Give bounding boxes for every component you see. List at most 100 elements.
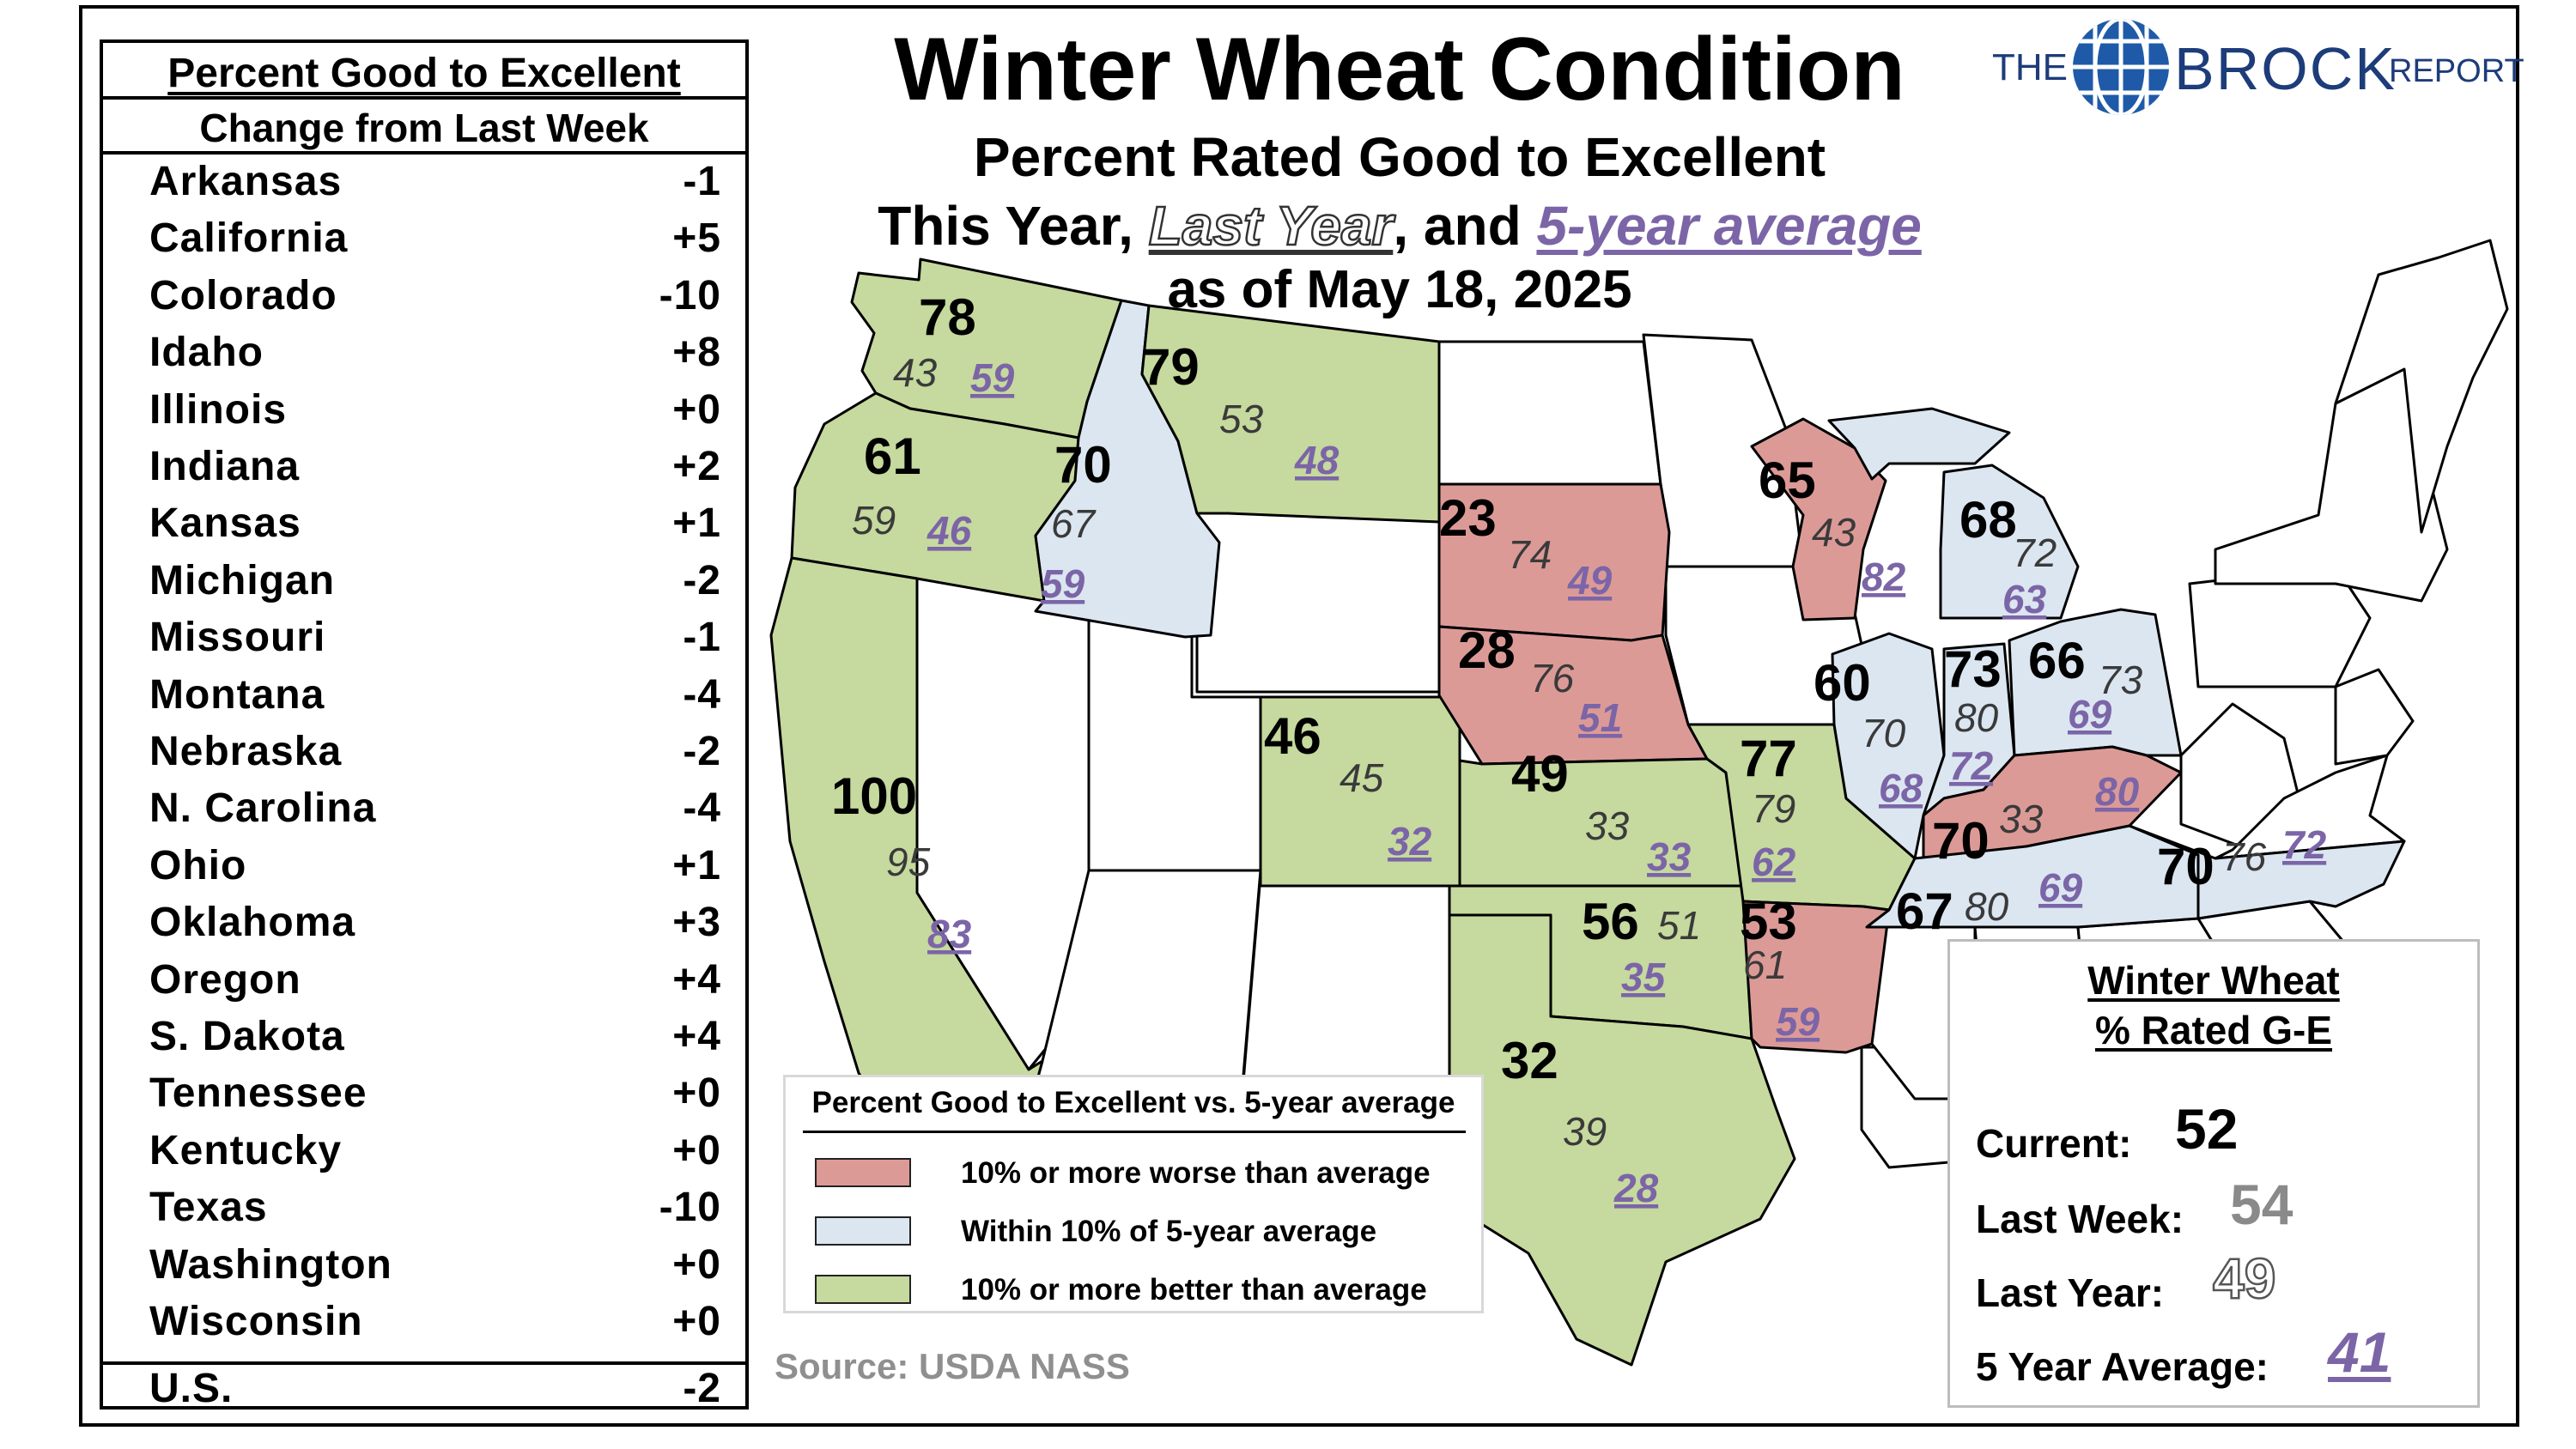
state-idaho-last-year-value: 67 — [1051, 501, 1097, 546]
as-of-date: as of May 18, 2025 — [1167, 260, 1632, 319]
change-row: Oklahoma +3 — [103, 899, 745, 955]
change-row-value: -1 — [683, 615, 721, 661]
panel-divider-total — [103, 1361, 745, 1365]
summary-avg-label: 5 Year Average: — [1976, 1344, 2269, 1389]
state-kansas-last-year-value: 33 — [1585, 803, 1630, 848]
series-key-prefix: This Year, — [878, 195, 1149, 257]
series-key-last-year: Last Year — [1147, 194, 1394, 258]
state-north-dakota — [1437, 340, 1662, 486]
state-oklahoma-five-year-value: 35 — [1621, 955, 1667, 999]
change-row-value: -2 — [683, 729, 721, 774]
panel-header-subtitle: Change from Last Week — [199, 106, 649, 150]
state-kentucky-current-value: 70 — [1932, 812, 1990, 870]
change-row-value: +0 — [672, 1241, 721, 1288]
change-row-state: Oregon — [149, 956, 301, 1003]
state-north-carolina-five-year-value: 72 — [2282, 822, 2327, 867]
state-wyoming — [1195, 512, 1441, 694]
state-oregon-five-year-value: 46 — [927, 508, 972, 553]
state-wisconsin-last-year-value: 43 — [1812, 510, 1856, 555]
state-texas-five-year-value: 28 — [1613, 1166, 1659, 1210]
change-row-state: Ohio — [149, 842, 247, 888]
summary-avg-value: 41 — [2328, 1320, 2391, 1384]
state-tennessee-current-value: 67 — [1896, 882, 1953, 940]
legend-label-worse: 10% or more worse than average — [961, 1156, 1431, 1190]
change-row: Colorado -10 — [103, 272, 745, 329]
state-wisconsin — [1750, 417, 1887, 621]
state-oklahoma-last-year-value: 51 — [1657, 903, 1701, 948]
change-row-state: Michigan — [149, 557, 336, 603]
change-row: Illinois +0 — [103, 386, 745, 443]
legend-swatch-better — [815, 1275, 911, 1304]
change-row: Oregon +4 — [103, 956, 745, 1013]
change-row-value: -4 — [683, 671, 721, 718]
state-south-dakota-last-year-value: 74 — [1508, 532, 1552, 577]
change-row: Ohio +1 — [103, 842, 745, 899]
series-key-five-year: 5-year average — [1536, 195, 1922, 257]
brock-report-logo: THE BROCK REPORT — [1992, 12, 2524, 124]
summary-last-year-value: 49 — [2212, 1246, 2277, 1312]
change-row-value: -2 — [683, 557, 721, 603]
state-indiana-last-year-value: 80 — [1954, 695, 1999, 740]
legend-swatch-within — [815, 1216, 911, 1246]
change-row-value: +0 — [672, 1299, 721, 1344]
source-note: Source: USDA NASS — [775, 1346, 1130, 1386]
change-row: Wisconsin +0 — [103, 1298, 745, 1355]
series-key-line: This Year, Last Year, and 5-year average — [859, 194, 1941, 258]
change-row: California +5 — [103, 215, 745, 271]
total-label: U.S. — [149, 1366, 234, 1411]
change-row: Washington +0 — [103, 1241, 745, 1298]
state-texas-last-year-value: 39 — [1563, 1109, 1607, 1154]
map-legend: Percent Good to Excellent vs. 5-year ave… — [783, 1075, 1484, 1313]
logo-the: THE — [1992, 46, 2068, 88]
change-row: Nebraska -2 — [103, 728, 745, 785]
state-nebraska-last-year-value: 76 — [1530, 656, 1575, 700]
change-row-value: +0 — [672, 1127, 721, 1173]
state-oregon-current-value: 61 — [864, 427, 921, 485]
change-row-value: +1 — [672, 842, 721, 888]
state-washington-last-year-value: 43 — [893, 350, 938, 395]
change-row-value: +4 — [672, 956, 721, 1003]
state-maryland-delaware-nj — [2334, 668, 2415, 766]
state-michigan-current-value: 68 — [1959, 491, 2017, 549]
state-colorado-last-year-value: 45 — [1340, 755, 1384, 800]
change-row-state: Wisconsin — [149, 1299, 363, 1344]
state-new-york — [2214, 367, 2449, 603]
state-new-england — [2334, 239, 2509, 534]
change-row: Montana -4 — [103, 671, 745, 728]
state-colorado-five-year-value: 32 — [1388, 819, 1432, 864]
national-summary-box: Winter Wheat % Rated G-E Current: 52 Las… — [1947, 939, 2480, 1408]
state-michigan — [1939, 464, 2080, 620]
page-title: Winter Wheat Condition — [894, 20, 1905, 119]
change-row-value: +1 — [672, 500, 721, 547]
state-montana-last-year-value: 53 — [1219, 397, 1264, 441]
change-row-state: Washington — [149, 1241, 392, 1288]
total-row: U.S. -2 — [103, 1365, 745, 1422]
change-row-state: Indiana — [149, 444, 301, 489]
change-row: Kentucky +0 — [103, 1127, 745, 1184]
state-kansas-current-value: 49 — [1511, 745, 1569, 803]
summary-current-label: Current: — [1976, 1121, 2132, 1166]
change-row-state: Missouri — [149, 615, 326, 661]
state-montana-current-value: 79 — [1142, 338, 1200, 396]
state-california-last-year-value: 95 — [886, 840, 931, 884]
change-row-state: Colorado — [149, 272, 337, 318]
panel-header-title: Percent Good to Excellent — [167, 51, 681, 96]
state-illinois-last-year-value: 70 — [1862, 711, 1906, 755]
change-row-value: -4 — [683, 785, 721, 832]
state-missouri-current-value: 77 — [1740, 730, 1797, 787]
change-row: Missouri -1 — [103, 614, 745, 670]
total-change: -2 — [683, 1366, 721, 1411]
state-ohio-five-year-value: 69 — [2068, 692, 2112, 737]
legend-swatch-worse — [815, 1158, 911, 1187]
state-wisconsin-five-year-value: 82 — [1862, 555, 1906, 599]
state-north-carolina-current-value: 70 — [2157, 838, 2215, 895]
change-row-value: +0 — [672, 386, 721, 433]
legend-rule — [803, 1131, 1466, 1133]
change-row-state: California — [149, 215, 349, 262]
change-row-state: N. Carolina — [149, 785, 377, 832]
state-oregon-last-year-value: 59 — [852, 498, 896, 543]
state-illinois-current-value: 60 — [1814, 654, 1871, 712]
change-row-state: Idaho — [149, 330, 264, 376]
state-missouri-five-year-value: 62 — [1752, 840, 1796, 884]
